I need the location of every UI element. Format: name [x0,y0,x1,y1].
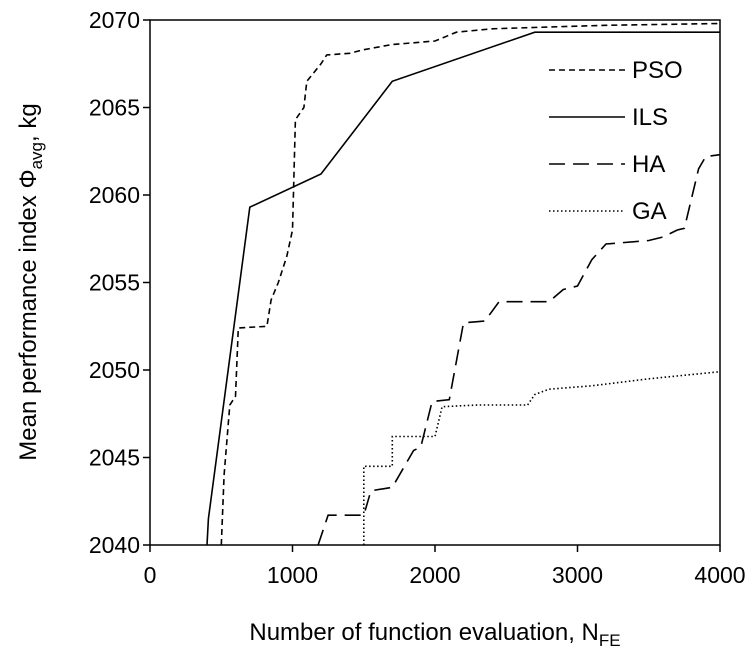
y-tick-label: 2045 [89,445,140,471]
y-tick-label: 2070 [89,7,140,33]
x-axis-label: Number of function evaluation, NFE [249,619,620,650]
x-tick-label: 4000 [694,562,745,588]
plot-frame [149,19,721,546]
y-axis-label: Mean performance index Φavg, kg [15,103,46,460]
y-axis: 2040 2045 2050 2055 2060 2065 2070 [89,7,150,558]
x-axis: 0 1000 2000 3000 4000 [144,545,746,588]
legend-label-ga: GA [632,198,667,225]
series-line-ga [362,370,721,545]
y-tick-label: 2060 [89,182,140,208]
series-lines [206,22,721,546]
series-line-ha [317,153,721,546]
series-line-pso [220,22,721,546]
legend: PSO ILS HA GA [549,57,683,225]
y-tick-label: 2065 [89,95,140,121]
x-tick-label: 3000 [552,562,603,588]
x-tick-label: 2000 [409,562,460,588]
legend-label-pso: PSO [632,57,683,84]
legend-label-ils: ILS [632,104,668,131]
y-tick-label: 2040 [89,532,140,558]
y-tick-label: 2050 [89,357,140,383]
y-tick-label: 2055 [89,270,140,296]
legend-label-ha: HA [632,151,665,178]
series-line-ils [206,31,720,546]
x-tick-label: 0 [144,562,157,588]
x-tick-label: 1000 [267,562,318,588]
